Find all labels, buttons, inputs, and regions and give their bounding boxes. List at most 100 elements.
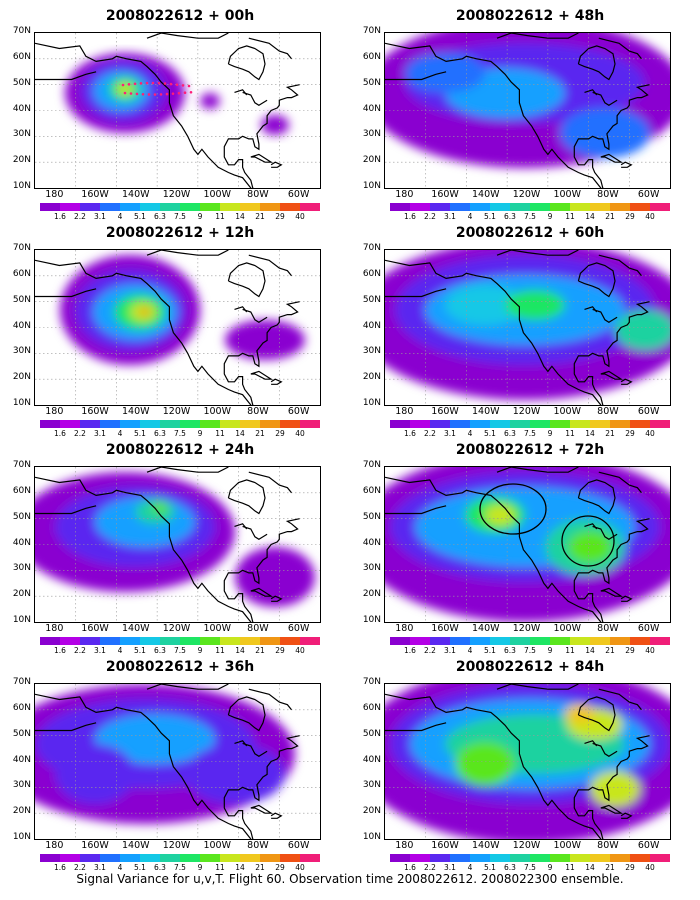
colorbar-swatch: [40, 203, 60, 211]
colorbar-swatch: [590, 854, 610, 862]
colorbar-swatch: [200, 203, 220, 211]
colorbar-swatch: [140, 854, 160, 862]
variance-shading: [385, 33, 670, 168]
colorbar-swatch: [100, 854, 120, 862]
colorbar-label: 6.3: [154, 429, 166, 438]
lon-tick-label: 120W: [512, 189, 541, 200]
lat-tick-label: 70N: [12, 26, 31, 36]
lon-tick-label: 80W: [247, 406, 269, 417]
colorbar-label: 2.2: [424, 863, 436, 872]
colorbar-label: 5.1: [134, 429, 146, 438]
coastlines: [385, 684, 650, 839]
colorbar-label: 14: [235, 646, 245, 655]
colorbar-label: 1.6: [54, 863, 66, 872]
lat-tick-label: 10N: [362, 615, 381, 625]
colorbar-swatch: [220, 637, 240, 645]
colorbar-label: 9: [547, 863, 553, 872]
lat-tick-label: 50N: [362, 511, 381, 522]
lat-tick-label: 70N: [362, 26, 381, 36]
lat-tick-label: 40N: [362, 103, 381, 114]
colorbar-swatch: [60, 420, 80, 428]
lon-tick-label: 180: [45, 406, 64, 417]
colorbar-swatch: [40, 637, 60, 645]
lon-tick-label: 180: [395, 840, 414, 851]
lat-tick-label: 30N: [12, 780, 31, 791]
colorbar-label: 7.5: [524, 863, 536, 872]
lon-tick-label: 140W: [122, 406, 150, 417]
colorbar-label: 5.1: [134, 863, 146, 872]
colorbar-swatch: [280, 637, 300, 645]
colorbar-label: 11: [215, 429, 225, 438]
colorbar-label: 1.6: [404, 212, 416, 221]
colorbar-label: 4: [117, 212, 123, 221]
colorbar-label: 9: [197, 863, 203, 872]
colorbar-label: 1.6: [404, 646, 416, 655]
lon-tick-label: 160W: [431, 840, 459, 851]
variance-contour: [200, 93, 220, 109]
lat-tick-label: 30N: [362, 563, 381, 574]
colorbar-label: 21: [605, 646, 615, 655]
colorbar-label: 6.3: [504, 646, 516, 655]
colorbar-label: 14: [585, 429, 595, 438]
colorbar-swatch: [510, 420, 530, 428]
colorbar-label: 5.1: [134, 646, 146, 655]
colorbar-swatch: [630, 854, 650, 862]
colorbar-label: 14: [585, 646, 595, 655]
colorbar-label: 4: [467, 212, 473, 221]
variance-contour: [485, 505, 515, 525]
colorbar-swatch: [430, 420, 450, 428]
colorbar-swatch: [430, 203, 450, 211]
colorbar-swatch: [610, 203, 630, 211]
lat-tick-label: 70N: [12, 243, 31, 253]
colorbar-swatch: [570, 854, 590, 862]
colorbar-label: 29: [275, 212, 285, 221]
lon-tick-label: 60W: [287, 406, 310, 417]
colorbar-label: 29: [625, 429, 635, 438]
colorbar-swatch: [510, 637, 530, 645]
coastlines: [35, 250, 300, 405]
colorbar-label: 2.2: [74, 863, 86, 872]
coastlines: [385, 250, 650, 405]
colorbar-swatch: [510, 203, 530, 211]
lon-tick-label: 80W: [597, 623, 619, 634]
colorbar-label: 5.1: [484, 863, 496, 872]
colorbar-swatch: [470, 420, 490, 428]
colorbar-swatch: [530, 854, 550, 862]
lat-tick-label: 40N: [12, 320, 31, 331]
colorbar-swatch: [120, 854, 140, 862]
colorbar-label: 21: [255, 646, 265, 655]
colorbar-label: 29: [625, 212, 635, 221]
map-panel-84h: 2008022612 + 84h 70N 60N 50N 40N 30N 20N 10N 180…: [363, 657, 680, 872]
lon-tick-label: 180: [395, 623, 414, 634]
colorbar-swatch: [40, 420, 60, 428]
colorbar-swatch: [240, 854, 260, 862]
colorbar-swatch: [650, 637, 670, 645]
colorbar-swatch: [100, 637, 120, 645]
lon-tick-label: 140W: [122, 623, 150, 634]
map-canvas: [35, 33, 320, 188]
colorbar-swatch: [470, 637, 490, 645]
map-canvas: [35, 684, 320, 839]
lon-tick-label: 60W: [637, 840, 660, 851]
colorbar: [390, 637, 670, 645]
colorbar-label: 40: [645, 863, 655, 872]
colorbar-label: 40: [295, 646, 305, 655]
colorbar-swatch: [470, 854, 490, 862]
colorbar-label: 5.1: [484, 212, 496, 221]
colorbar-label: 7.5: [524, 429, 536, 438]
colorbar-label: 21: [605, 212, 615, 221]
colorbar-label: 5.1: [484, 429, 496, 438]
variance-contour: [235, 547, 315, 607]
map-panel-72h: 2008022612 + 72h 70N 60N 50N 40N 30N 20N 10N 180…: [363, 440, 680, 655]
panel-title: 2008022612 + 60h: [455, 225, 605, 241]
lat-tick-label: 60N: [362, 485, 381, 496]
colorbar-label: 1.6: [54, 429, 66, 438]
map-panel-00h: 2008022612 + 00h 70N 60N 50N 40N 30N 20N 10N 180…: [13, 6, 330, 221]
lat-tick-label: 30N: [12, 563, 31, 574]
lat-tick-label: 60N: [12, 702, 31, 713]
colorbar-swatch: [590, 203, 610, 211]
colorbar-label: 40: [645, 212, 655, 221]
lon-tick-label: 100W: [553, 406, 581, 417]
colorbar-label: 1.6: [54, 646, 66, 655]
colorbar-swatch: [610, 854, 630, 862]
